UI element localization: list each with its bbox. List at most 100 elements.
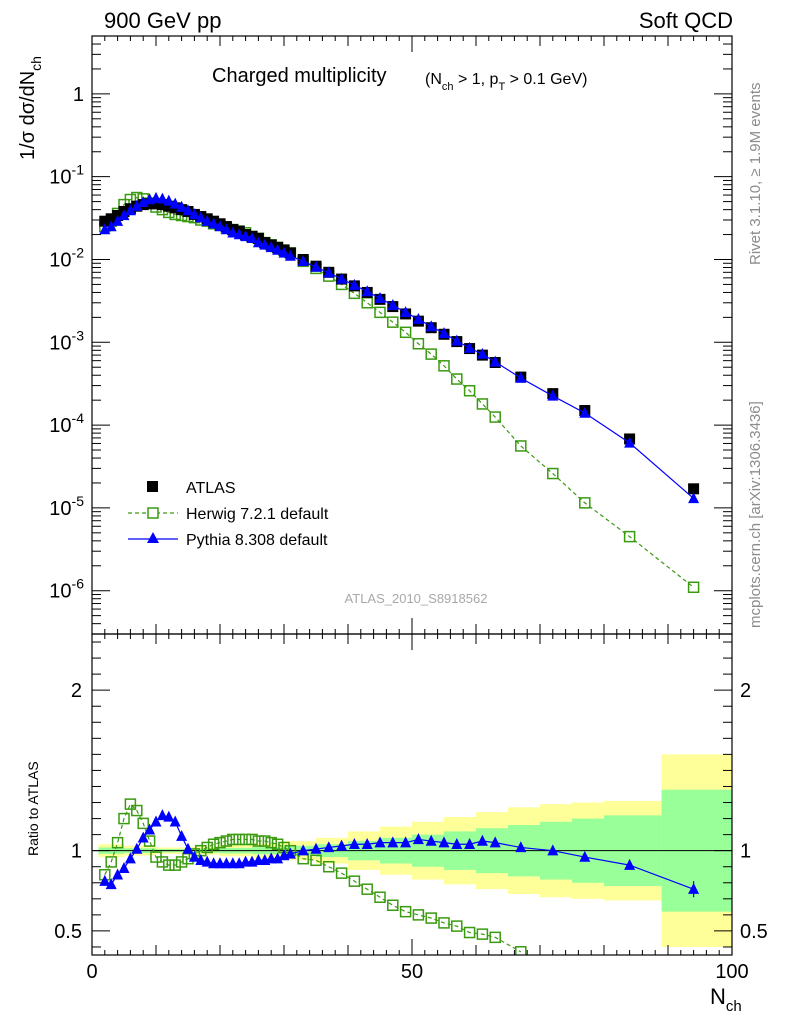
data-point xyxy=(310,842,322,854)
data-point xyxy=(463,926,476,939)
data-point xyxy=(207,838,220,851)
ratio-frame xyxy=(91,633,733,956)
data-point xyxy=(623,530,636,543)
legend-herwig-marker xyxy=(147,507,159,519)
data-point xyxy=(195,854,207,866)
data-point xyxy=(214,836,226,849)
data-point xyxy=(265,241,277,253)
data-point xyxy=(361,285,373,297)
data-point xyxy=(323,841,335,853)
data-point xyxy=(208,217,220,229)
ratio-y-tick-label-left: 2 xyxy=(71,680,82,702)
data-point xyxy=(99,215,111,227)
data-point xyxy=(387,316,399,328)
data-point xyxy=(348,875,361,887)
header-right: Soft QCD xyxy=(639,8,733,33)
data-point xyxy=(131,842,143,854)
data-point xyxy=(169,197,181,209)
legend-atlas-marker xyxy=(147,481,158,492)
data-point xyxy=(265,836,277,849)
data-point xyxy=(156,192,168,204)
data-point xyxy=(156,856,169,868)
data-point xyxy=(156,809,168,821)
legend-herwig-label: Herwig 7.2.1 default xyxy=(186,506,329,523)
series-pythia-8-308-default xyxy=(99,191,700,504)
data-point xyxy=(624,858,636,870)
data-point xyxy=(227,226,239,238)
data-point xyxy=(400,836,412,848)
data-point xyxy=(451,373,463,385)
data-point xyxy=(624,436,636,448)
data-point xyxy=(105,856,117,868)
data-point xyxy=(374,891,386,903)
data-point xyxy=(476,928,489,940)
data-point xyxy=(124,798,137,810)
main-title-cuts: (Nch > 1, pT > 0.1 GeV) xyxy=(425,71,587,93)
svg-text:1/σ dσ/dNch: 1/σ dσ/dNch xyxy=(17,56,44,160)
data-point xyxy=(169,859,181,871)
data-point xyxy=(278,246,290,258)
data-point xyxy=(688,483,700,495)
data-point xyxy=(252,236,264,248)
data-point xyxy=(284,249,296,261)
ratio-y-tick-label-right: 1 xyxy=(740,841,751,863)
data-point xyxy=(310,854,322,867)
data-point xyxy=(451,334,463,346)
data-point xyxy=(156,199,168,211)
data-point xyxy=(150,815,162,827)
data-point xyxy=(246,833,258,846)
data-point xyxy=(464,341,476,353)
data-point xyxy=(361,297,373,309)
data-point xyxy=(105,213,117,225)
data-point xyxy=(438,917,450,929)
data-point xyxy=(176,829,188,841)
data-point xyxy=(348,278,360,290)
data-point xyxy=(259,238,271,250)
data-point xyxy=(227,833,239,846)
data-point xyxy=(137,817,149,830)
data-point xyxy=(246,232,258,244)
data-point xyxy=(476,398,489,410)
data-point xyxy=(335,867,348,879)
main-ylabel: 1/σ dσ/dNch xyxy=(17,56,44,160)
data-point xyxy=(201,214,213,226)
data-point xyxy=(374,292,386,303)
data-point xyxy=(387,298,399,310)
data-point xyxy=(463,384,476,397)
data-point xyxy=(150,198,162,210)
data-point xyxy=(323,266,335,278)
data-point xyxy=(137,196,149,208)
data-point xyxy=(451,837,463,849)
ratio-series xyxy=(99,798,700,955)
ratio-y-tick-label-left: 0.5 xyxy=(54,921,82,943)
data-point xyxy=(400,306,412,318)
y-tick-label: 10-3 xyxy=(49,327,84,354)
data-point xyxy=(425,348,437,360)
data-point xyxy=(399,905,412,918)
data-point xyxy=(489,836,501,848)
data-point xyxy=(297,255,309,267)
data-point xyxy=(137,831,149,843)
watermark: ATLAS_2010_S8918562 xyxy=(345,591,488,606)
data-point xyxy=(239,833,252,846)
data-point xyxy=(99,874,111,886)
data-point xyxy=(284,847,296,859)
data-point xyxy=(425,912,437,924)
y-tick-label: 10-4 xyxy=(49,410,84,437)
data-point xyxy=(272,243,284,255)
data-point xyxy=(412,909,425,921)
data-point xyxy=(489,931,501,944)
data-point xyxy=(489,355,501,367)
data-point xyxy=(220,835,233,847)
x-tick-label: 0 xyxy=(86,961,97,983)
data-point xyxy=(118,862,130,874)
data-point xyxy=(387,836,399,848)
header-left: 900 GeV pp xyxy=(104,8,221,33)
data-point xyxy=(425,320,437,332)
data-point xyxy=(188,850,200,862)
data-point xyxy=(579,406,591,418)
data-point xyxy=(259,835,271,847)
data-point xyxy=(374,836,386,848)
data-point xyxy=(111,836,124,849)
data-point xyxy=(163,810,175,822)
